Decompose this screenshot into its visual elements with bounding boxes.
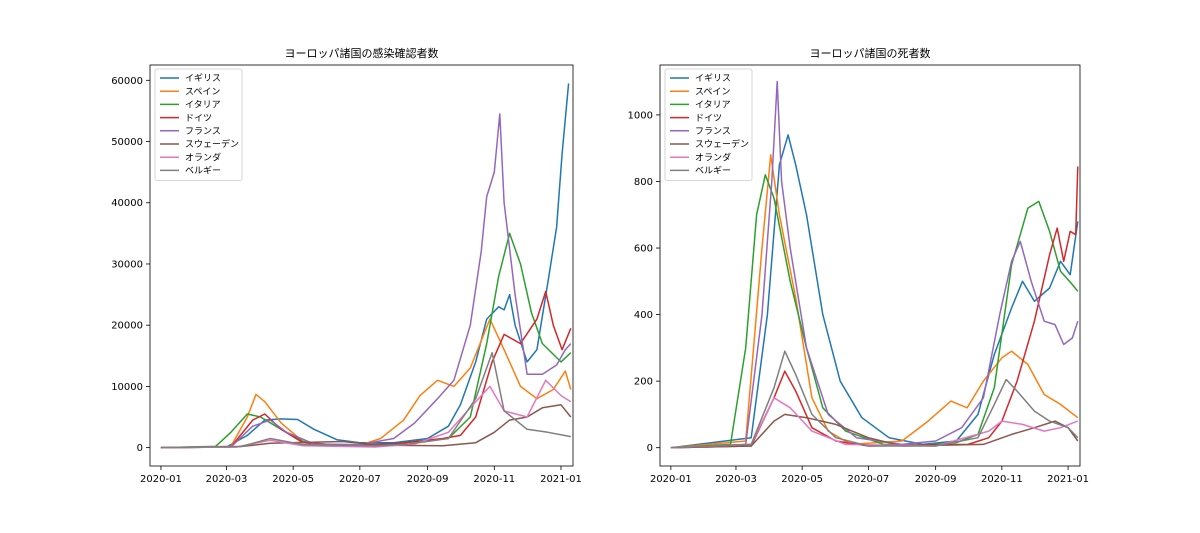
- y-tick-label: 0: [647, 443, 653, 454]
- series-lines: [160, 83, 572, 449]
- legend-box: [664, 68, 753, 181]
- series-line-3: [670, 166, 1079, 449]
- y-tick-label: 20000: [111, 321, 143, 332]
- legend-label: イタリア: [185, 100, 221, 111]
- deaths-chart: ヨーロッパ諸国の死者数 2020-01 2020-03 2020-05 2020-07 2…: [628, 46, 1089, 485]
- x-tick-label: 2020-01: [650, 474, 692, 485]
- plot-frame: [149, 64, 574, 467]
- x-tick-label: 2020-09: [407, 474, 449, 485]
- x-tick-label: 2020-07: [847, 474, 889, 485]
- x-tick-label: 2020-05: [272, 474, 314, 485]
- legend-label: オランダ: [185, 151, 221, 163]
- y-tick-label: 50000: [111, 137, 143, 148]
- y-tick-label: 400: [634, 310, 653, 321]
- series-line-3: [160, 290, 572, 449]
- legend-label: オランダ: [695, 151, 731, 163]
- legend-label: スペイン: [185, 87, 220, 97]
- legend-label: イギリス: [695, 73, 731, 84]
- y-tick-label: 200: [634, 377, 653, 388]
- series-lines: [670, 80, 1079, 449]
- legend-label: フランス: [185, 126, 221, 137]
- x-tick-label: 2020-11: [473, 474, 515, 485]
- series-line-1: [160, 318, 572, 449]
- series-line-4: [160, 113, 572, 449]
- legend-label: イギリス: [185, 73, 221, 84]
- legend-label: スウェーデン: [695, 138, 749, 150]
- y-tick-label: 10000: [111, 382, 143, 393]
- infections-chart: ヨーロッパ諸国の感染確認者数 2020-01 2020-03 2020-05 2020-…: [111, 46, 582, 485]
- y-tick-label: 0: [137, 443, 143, 454]
- x-tick-label: 2020-03: [206, 474, 248, 485]
- legend-label: フランス: [695, 126, 731, 137]
- y-tick-label: 600: [634, 244, 653, 255]
- x-tick-label: 2020-07: [339, 474, 381, 485]
- series-line-5: [160, 404, 572, 449]
- x-tick-label: 2020-09: [915, 474, 957, 485]
- series-line-0: [160, 83, 570, 449]
- series-line-2: [670, 174, 1079, 449]
- series-line-0: [670, 134, 1079, 449]
- legend-label: イタリア: [695, 100, 731, 111]
- y-tick-label: 60000: [111, 76, 143, 87]
- legend-label: ドイツ: [695, 114, 722, 124]
- legend-label: ベルギー: [695, 166, 731, 177]
- series-line-7: [670, 350, 1079, 449]
- x-tick-label: 2021-01: [1047, 474, 1089, 485]
- y-tick-label: 30000: [111, 259, 143, 270]
- plot-frame: [659, 64, 1081, 467]
- legend-box: [154, 68, 243, 181]
- x-tick-label: 2020-11: [981, 474, 1023, 485]
- series-line-1: [670, 154, 1079, 449]
- chart-title: ヨーロッパ諸国の死者数: [810, 46, 931, 60]
- legend-label: スウェーデン: [185, 138, 239, 150]
- x-tick-label: 2020-03: [715, 474, 757, 485]
- series-line-6: [160, 379, 572, 449]
- series-line-7: [160, 351, 571, 449]
- series-line-4: [670, 80, 1079, 449]
- y-tick-label: 800: [634, 177, 653, 188]
- y-tick-label: 40000: [111, 198, 143, 209]
- x-tick-label: 2020-05: [781, 474, 823, 485]
- legend-label: ベルギー: [185, 166, 221, 177]
- legend-label: ドイツ: [185, 114, 212, 124]
- x-tick-label: 2021-01: [540, 474, 582, 485]
- legend-label: スペイン: [695, 87, 730, 97]
- x-tick-label: 2020-01: [140, 474, 182, 485]
- y-tick-label: 1000: [628, 110, 653, 121]
- chart-title: ヨーロッパ諸国の感染確認者数: [285, 46, 439, 60]
